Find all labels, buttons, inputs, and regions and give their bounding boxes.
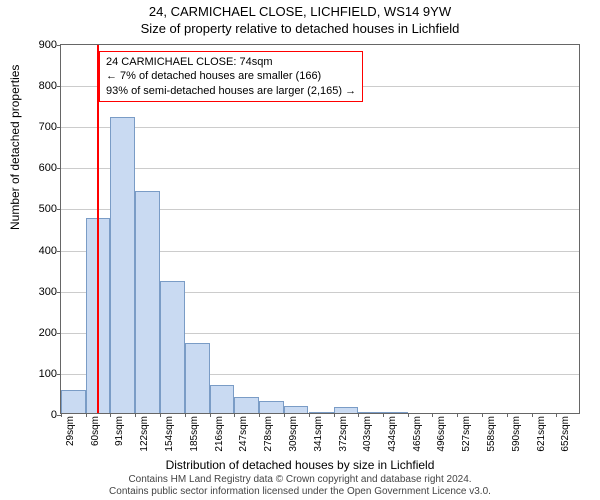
histogram-bar bbox=[110, 117, 135, 413]
histogram-bar bbox=[358, 412, 383, 413]
x-tick-label: 496sqm bbox=[436, 416, 447, 452]
footer-line-2: Contains public sector information licen… bbox=[0, 486, 600, 498]
x-tick-mark bbox=[457, 413, 458, 417]
x-tick-label: 247sqm bbox=[238, 416, 249, 452]
info-line-2: ← 7% of detached houses are smaller (166… bbox=[106, 69, 356, 83]
x-tick-label: 434sqm bbox=[387, 416, 398, 452]
histogram-bar bbox=[259, 401, 284, 413]
x-tick-mark bbox=[432, 413, 433, 417]
x-tick-label: 652sqm bbox=[560, 416, 571, 452]
x-tick-mark bbox=[110, 413, 111, 417]
x-tick-label: 558sqm bbox=[486, 416, 497, 452]
x-tick-mark bbox=[284, 413, 285, 417]
info-line-1: 24 CARMICHAEL CLOSE: 74sqm bbox=[106, 55, 356, 69]
x-tick-mark bbox=[185, 413, 186, 417]
x-tick-label: 216sqm bbox=[214, 416, 225, 452]
x-tick-label: 278sqm bbox=[263, 416, 274, 452]
grid-line bbox=[61, 127, 579, 128]
y-tick-label: 700 bbox=[39, 121, 61, 133]
histogram-bar bbox=[135, 191, 160, 413]
histogram-bar bbox=[210, 385, 235, 413]
x-tick-mark bbox=[309, 413, 310, 417]
histogram-bar bbox=[234, 397, 259, 413]
x-tick-label: 309sqm bbox=[288, 416, 299, 452]
x-tick-mark bbox=[86, 413, 87, 417]
histogram-bar bbox=[185, 343, 210, 413]
x-tick-mark bbox=[234, 413, 235, 417]
y-tick-label: 800 bbox=[39, 80, 61, 92]
histogram-plot: 010020030040050060070080090029sqm60sqm91… bbox=[60, 44, 580, 414]
histogram-bar bbox=[334, 407, 359, 413]
x-tick-label: 29sqm bbox=[65, 416, 76, 446]
x-tick-label: 372sqm bbox=[338, 416, 349, 452]
chart-title-subtitle: Size of property relative to detached ho… bbox=[0, 19, 600, 36]
histogram-bar bbox=[61, 390, 86, 413]
x-tick-mark bbox=[135, 413, 136, 417]
y-tick-label: 600 bbox=[39, 162, 61, 174]
x-tick-mark bbox=[358, 413, 359, 417]
histogram-bar bbox=[160, 281, 185, 413]
chart-footer: Contains HM Land Registry data © Crown c… bbox=[0, 474, 600, 498]
y-tick-label: 900 bbox=[39, 39, 61, 51]
x-tick-label: 60sqm bbox=[90, 416, 101, 446]
x-tick-mark bbox=[61, 413, 62, 417]
x-tick-label: 590sqm bbox=[511, 416, 522, 452]
y-tick-label: 400 bbox=[39, 245, 61, 257]
histogram-bar bbox=[309, 412, 334, 413]
histogram-bar bbox=[383, 412, 408, 413]
x-axis-label: Distribution of detached houses by size … bbox=[0, 458, 600, 472]
x-tick-label: 465sqm bbox=[412, 416, 423, 452]
x-tick-label: 621sqm bbox=[536, 416, 547, 452]
x-tick-mark bbox=[408, 413, 409, 417]
y-axis-label: Number of detached properties bbox=[8, 65, 22, 230]
y-tick-label: 500 bbox=[39, 203, 61, 215]
info-line-3: 93% of semi-detached houses are larger (… bbox=[106, 84, 356, 98]
x-tick-mark bbox=[507, 413, 508, 417]
x-tick-label: 154sqm bbox=[164, 416, 175, 452]
x-tick-mark bbox=[334, 413, 335, 417]
x-tick-mark bbox=[532, 413, 533, 417]
y-tick-label: 100 bbox=[39, 368, 61, 380]
y-tick-label: 300 bbox=[39, 286, 61, 298]
y-tick-label: 200 bbox=[39, 327, 61, 339]
x-tick-label: 91sqm bbox=[114, 416, 125, 446]
x-tick-label: 403sqm bbox=[362, 416, 373, 452]
x-tick-label: 122sqm bbox=[139, 416, 150, 452]
x-tick-label: 527sqm bbox=[461, 416, 472, 452]
x-tick-mark bbox=[482, 413, 483, 417]
x-tick-mark bbox=[556, 413, 557, 417]
marker-info-box: 24 CARMICHAEL CLOSE: 74sqm ← 7% of detac… bbox=[99, 51, 363, 102]
chart-title-address: 24, CARMICHAEL CLOSE, LICHFIELD, WS14 9Y… bbox=[0, 0, 600, 19]
footer-line-1: Contains HM Land Registry data © Crown c… bbox=[0, 474, 600, 486]
x-tick-mark bbox=[160, 413, 161, 417]
x-tick-label: 341sqm bbox=[313, 416, 324, 452]
x-tick-mark bbox=[259, 413, 260, 417]
y-tick-label: 0 bbox=[51, 409, 61, 421]
histogram-bar bbox=[284, 406, 309, 413]
x-tick-mark bbox=[383, 413, 384, 417]
x-tick-mark bbox=[210, 413, 211, 417]
x-tick-label: 185sqm bbox=[189, 416, 200, 452]
grid-line bbox=[61, 168, 579, 169]
